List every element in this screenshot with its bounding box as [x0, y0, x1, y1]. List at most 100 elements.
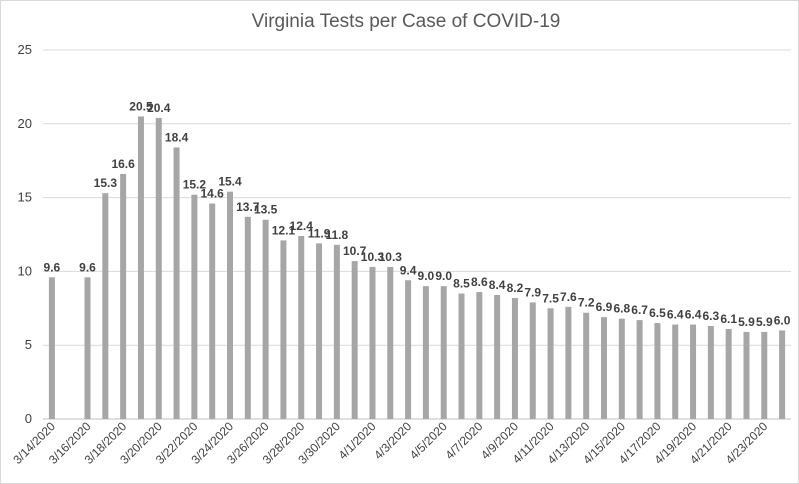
data-label: 12.4	[290, 219, 314, 233]
bar	[690, 324, 697, 419]
y-axis: 0 5 10 15 20 25	[18, 42, 32, 426]
data-label: 14.6	[201, 187, 225, 201]
data-label: 6.4	[667, 308, 684, 322]
data-label: 9.6	[44, 260, 61, 274]
data-label: 6.8	[613, 302, 630, 316]
data-label: 13.5	[254, 203, 278, 217]
bar	[209, 203, 216, 419]
bar	[351, 261, 358, 419]
data-label: 13.7	[236, 200, 260, 214]
bar	[547, 308, 554, 419]
bar	[155, 117, 162, 420]
bar	[120, 173, 127, 419]
y-tick-label: 10	[18, 263, 32, 278]
data-label: 18.4	[165, 130, 189, 144]
x-tick-label: 4/7/2020	[443, 419, 486, 462]
data-label: 15.2	[183, 178, 207, 192]
data-label: 8.2	[507, 281, 524, 295]
data-label: 8.5	[453, 277, 470, 291]
bar	[565, 306, 572, 419]
bar	[102, 193, 109, 419]
data-label: 9.4	[400, 263, 417, 277]
bar	[601, 317, 607, 419]
data-label: 10.7	[343, 244, 367, 258]
x-tick-label: 4/1/2020	[336, 419, 379, 462]
gridlines	[43, 49, 791, 420]
bar	[387, 266, 394, 419]
y-tick-label: 25	[18, 42, 32, 57]
bar	[707, 326, 714, 419]
bar	[458, 293, 465, 419]
y-tick-label: 20	[18, 116, 32, 131]
bar	[422, 286, 429, 419]
bar	[137, 116, 144, 420]
data-label: 10.3	[379, 250, 403, 264]
data-label: 6.0	[774, 313, 791, 327]
x-tick-label: 4/3/2020	[371, 419, 414, 462]
bar	[476, 292, 483, 419]
data-label: 7.5	[542, 291, 559, 305]
data-labels: 9.6 9.6 15.3 16.6 20.520.4 18.4 15.214.615.4 13…	[44, 99, 791, 328]
bar	[84, 277, 91, 419]
bar	[316, 243, 323, 419]
data-label: 9.0	[418, 269, 435, 283]
data-label: 11.8	[326, 228, 349, 242]
data-label: 9.6	[79, 260, 96, 274]
data-label: 11.9	[308, 226, 331, 240]
y-tick-label: 5	[25, 337, 32, 352]
bar	[48, 277, 55, 419]
x-tick-label: 4/5/2020	[407, 419, 450, 462]
bar	[725, 328, 732, 419]
data-label: 16.6	[111, 157, 135, 171]
bar	[369, 266, 376, 419]
x-axis: 3/14/20203/16/20203/18/20203/20/20203/22…	[10, 419, 770, 467]
bar	[262, 219, 269, 419]
data-label: 6.7	[631, 303, 648, 317]
bar	[672, 324, 679, 419]
bar	[511, 297, 518, 419]
data-label: 6.4	[685, 308, 702, 322]
data-label: 5.9	[756, 315, 773, 329]
data-label: 10.3	[361, 250, 385, 264]
data-label: 9.0	[435, 269, 452, 283]
bar	[298, 235, 305, 419]
chart-title: Virginia Tests per Case of COVID-19	[252, 11, 561, 32]
data-label: 6.5	[649, 306, 666, 320]
bar	[779, 330, 786, 419]
bar	[618, 318, 625, 419]
data-label: 8.6	[471, 275, 488, 289]
data-label: 6.3	[703, 309, 720, 323]
bar	[583, 312, 590, 419]
y-tick-label: 0	[25, 411, 32, 426]
bar	[191, 194, 198, 419]
data-label: 8.4	[489, 278, 506, 292]
data-label: 15.4	[218, 175, 242, 189]
bar	[654, 323, 661, 419]
bar	[529, 302, 536, 419]
bar	[636, 320, 643, 419]
bar	[494, 295, 501, 419]
bar	[761, 331, 768, 419]
bar	[405, 280, 412, 419]
data-label: 7.9	[524, 285, 541, 299]
data-label: 5.9	[738, 315, 755, 329]
bar	[440, 286, 447, 419]
data-label: 15.3	[94, 176, 118, 190]
data-label: 20.4	[147, 101, 171, 115]
bar	[173, 147, 180, 419]
bar	[244, 216, 251, 419]
bar	[333, 244, 340, 419]
bar	[743, 331, 750, 419]
data-label: 7.6	[560, 290, 577, 304]
data-label: 7.2	[578, 296, 595, 310]
bar	[227, 191, 233, 419]
y-tick-label: 15	[18, 190, 32, 205]
data-label: 6.1	[720, 312, 737, 326]
bars	[48, 116, 786, 420]
bar	[280, 240, 287, 419]
data-label: 20.5	[129, 99, 153, 113]
data-label: 6.9	[596, 300, 613, 314]
data-label: 12.1	[272, 223, 296, 237]
